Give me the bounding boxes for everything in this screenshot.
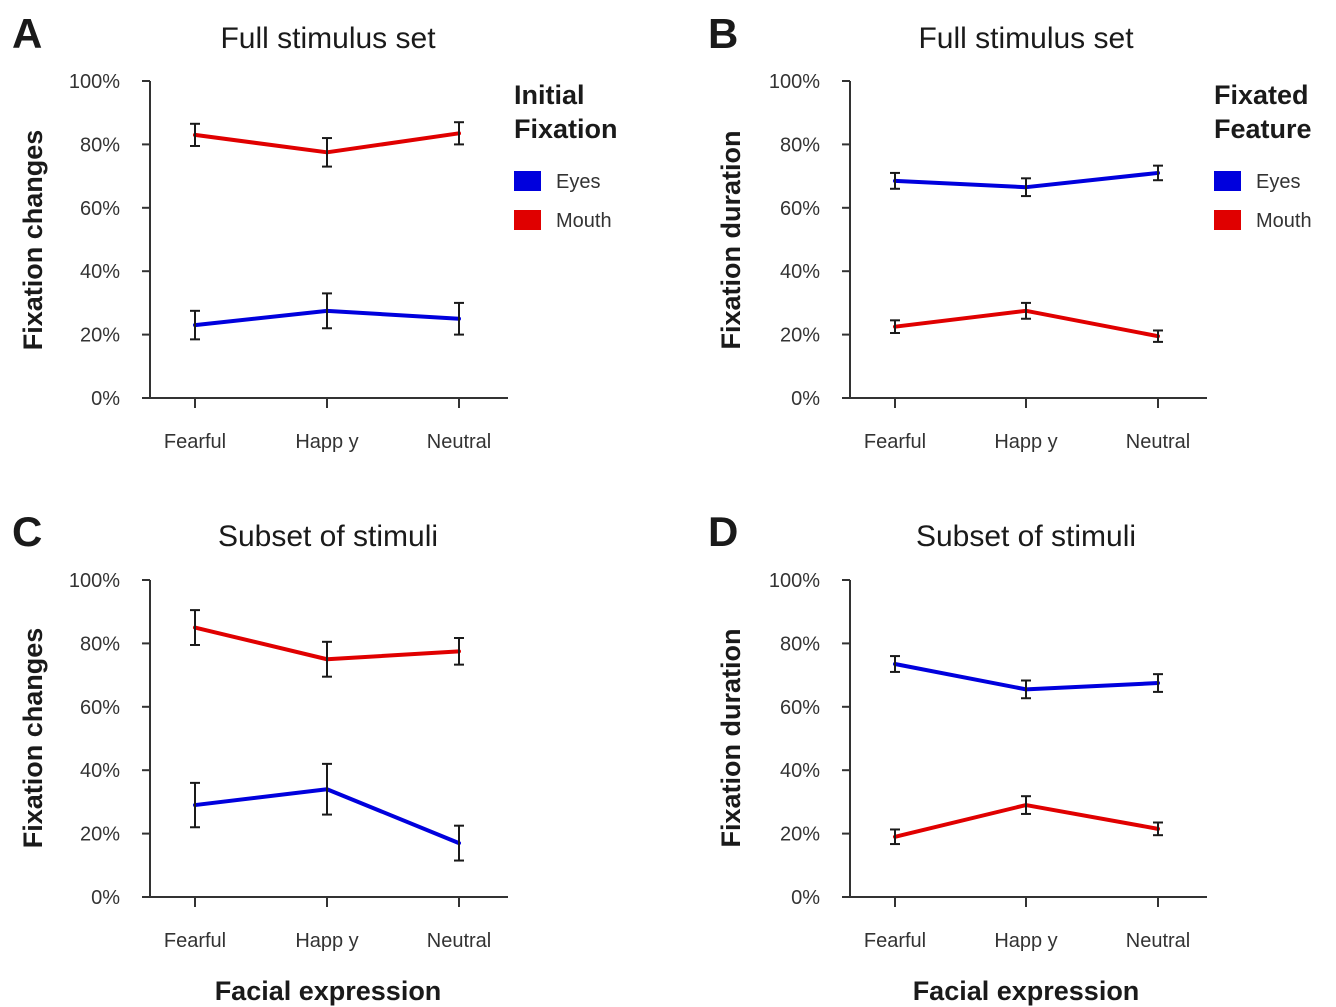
legend: Initial Fixation Eyes Mouth bbox=[514, 80, 618, 232]
chart-panel-b: B Full stimulus set 0% 20% 40% 60% 80% 100% Fear… bbox=[708, 10, 1312, 453]
legend-label: Mouth bbox=[1256, 210, 1312, 232]
y-tick-label: 100% bbox=[769, 71, 820, 93]
legend-swatch-eyes bbox=[1214, 171, 1241, 191]
legend-swatch-eyes bbox=[514, 171, 541, 191]
y-tick-label: 0% bbox=[791, 388, 820, 410]
chart-title: Subset of stimuli bbox=[916, 520, 1136, 553]
legend-swatch-mouth bbox=[514, 210, 541, 230]
x-tick-label: Neutral bbox=[427, 930, 491, 952]
y-axis-label: Fixation changes bbox=[18, 130, 48, 351]
legend-title: Feature bbox=[1214, 114, 1312, 144]
y-tick-label: 20% bbox=[780, 824, 820, 846]
y-tick-label: 60% bbox=[80, 697, 120, 719]
series-mouth bbox=[190, 609, 464, 678]
y-tick-label: 80% bbox=[780, 633, 820, 655]
y-axis-label: Fixation changes bbox=[18, 628, 48, 849]
x-tick-label: Fearful bbox=[164, 930, 226, 952]
x-tick-label: Fearful bbox=[864, 930, 926, 952]
panel-letter: C bbox=[12, 508, 42, 555]
y-tick-label: 40% bbox=[780, 261, 820, 283]
legend-title: Fixation bbox=[514, 114, 618, 144]
y-axis-label: Fixation duration bbox=[716, 131, 746, 350]
y-tick-label: 60% bbox=[80, 198, 120, 220]
y-tick-label: 0% bbox=[91, 887, 120, 909]
x-tick-label: Neutral bbox=[1126, 431, 1190, 453]
y-tick-label: 0% bbox=[791, 887, 820, 909]
y-tick-label: 40% bbox=[780, 760, 820, 782]
legend-title: Fixated bbox=[1214, 80, 1309, 110]
series-mouth bbox=[890, 795, 1163, 846]
legend-title: Initial bbox=[514, 80, 585, 110]
y-tick-label: 60% bbox=[780, 697, 820, 719]
y-axis-label: Fixation duration bbox=[716, 629, 746, 848]
x-axis-label: Facial expression bbox=[913, 976, 1140, 1006]
legend-swatch-mouth bbox=[1214, 210, 1241, 230]
series-eyes bbox=[190, 292, 464, 341]
x-tick-label: Happ y bbox=[295, 930, 358, 952]
series-mouth bbox=[190, 121, 464, 168]
chart-title: Full stimulus set bbox=[220, 22, 436, 55]
x-tick-label: Happ y bbox=[994, 431, 1057, 453]
y-tick-label: 100% bbox=[69, 570, 120, 592]
series-eyes bbox=[190, 762, 464, 862]
chart-title: Subset of stimuli bbox=[218, 520, 438, 553]
y-tick-label: 40% bbox=[80, 261, 120, 283]
y-tick-label: 20% bbox=[80, 325, 120, 347]
chart-panel-a: A Full stimulus set 0% 20% 40% 60% 80% 100% Fear… bbox=[12, 10, 618, 453]
x-tick-label: Neutral bbox=[427, 431, 491, 453]
x-tick-label: Neutral bbox=[1126, 930, 1190, 952]
x-tick-label: Happ y bbox=[994, 930, 1057, 952]
chart-panel-d: D Subset of stimuli 0% 20% 40% 60% 80% 100% Fear… bbox=[708, 508, 1207, 1006]
panel-letter: D bbox=[708, 508, 738, 555]
y-tick-label: 20% bbox=[80, 824, 120, 846]
y-tick-label: 60% bbox=[780, 198, 820, 220]
series-mouth bbox=[890, 301, 1163, 343]
chart-title: Full stimulus set bbox=[918, 22, 1134, 55]
panel-letter: B bbox=[708, 10, 738, 57]
y-tick-label: 80% bbox=[780, 134, 820, 156]
y-tick-label: 100% bbox=[769, 570, 820, 592]
legend-label: Mouth bbox=[556, 210, 612, 232]
x-tick-label: Happ y bbox=[295, 431, 358, 453]
x-tick-label: Fearful bbox=[864, 431, 926, 453]
y-tick-label: 100% bbox=[69, 71, 120, 93]
panel-letter: A bbox=[12, 10, 42, 57]
y-tick-label: 0% bbox=[91, 388, 120, 410]
x-tick-label: Fearful bbox=[164, 431, 226, 453]
legend-label: Eyes bbox=[556, 171, 600, 193]
legend-label: Eyes bbox=[1256, 171, 1300, 193]
y-tick-label: 80% bbox=[80, 633, 120, 655]
chart-panel-c: C Subset of stimuli 0% 20% 40% 60% 80% 100% Fear… bbox=[12, 508, 508, 1006]
series-eyes bbox=[890, 164, 1163, 198]
y-tick-label: 40% bbox=[80, 760, 120, 782]
x-axis-label: Facial expression bbox=[215, 976, 442, 1006]
y-tick-label: 20% bbox=[780, 325, 820, 347]
legend: Fixated Feature Eyes Mouth bbox=[1214, 80, 1312, 232]
y-tick-label: 80% bbox=[80, 134, 120, 156]
series-eyes bbox=[890, 655, 1163, 700]
